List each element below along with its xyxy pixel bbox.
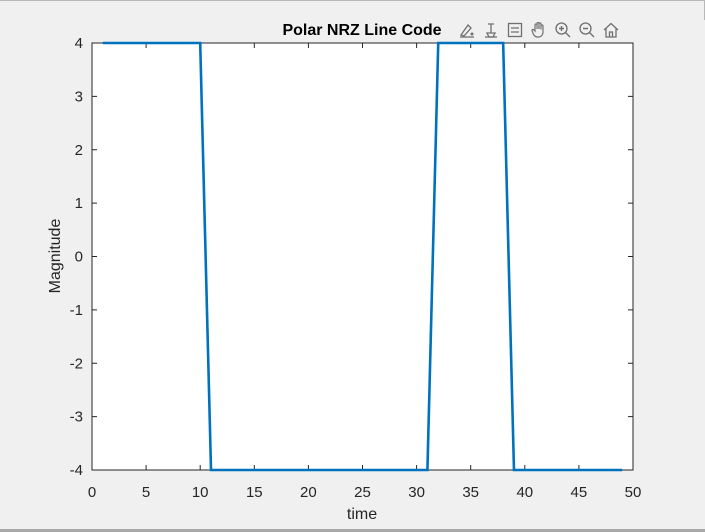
plot-area bbox=[91, 42, 634, 471]
x-tick-label-3: 15 bbox=[246, 484, 263, 501]
x-tick-label-0: 0 bbox=[88, 484, 96, 501]
y-tick-label-1: -3 bbox=[70, 409, 83, 426]
chart-title: Polar NRZ Line Code bbox=[282, 22, 441, 39]
window-top-border bbox=[0, 0, 705, 1]
y-tick-label-0: -4 bbox=[70, 462, 83, 479]
home-icon[interactable] bbox=[600, 18, 622, 42]
x-tick-label-2: 10 bbox=[192, 484, 209, 501]
x-axis-label: time bbox=[347, 506, 377, 523]
x-tick-label-1: 5 bbox=[142, 484, 150, 501]
y-tick-label-3: -1 bbox=[70, 302, 83, 319]
tick-labels-layer: 0 5 10 15 20 25 30 35 40 45 50 -4 -3 -2 -1 0 1 2 3 4 bbox=[70, 35, 642, 501]
x-tick-label-6: 30 bbox=[408, 484, 425, 501]
series-line-0 bbox=[102, 41, 623, 472]
zoom-in-icon[interactable] bbox=[552, 18, 574, 42]
axes-toolbar bbox=[456, 18, 622, 44]
x-tick-label-5: 25 bbox=[354, 484, 371, 501]
window-bottom-border bbox=[0, 529, 705, 532]
x-tick-label-4: 20 bbox=[300, 484, 317, 501]
x-tick-label-10: 50 bbox=[625, 484, 642, 501]
x-tick-label-9: 45 bbox=[571, 484, 588, 501]
series-layer bbox=[102, 41, 623, 472]
y-tick-label-7: 3 bbox=[75, 88, 83, 105]
y-axis-label: Magnitude bbox=[47, 219, 64, 294]
brush-icon[interactable] bbox=[456, 18, 478, 42]
x-tick-label-8: 40 bbox=[516, 484, 533, 501]
x-tick-label-7: 35 bbox=[462, 484, 479, 501]
data-tips-icon[interactable] bbox=[480, 18, 502, 42]
y-tick-label-2: -2 bbox=[70, 355, 83, 372]
zoom-out-icon[interactable] bbox=[576, 18, 598, 42]
y-tick-label-6: 2 bbox=[75, 142, 83, 159]
y-tick-label-8: 4 bbox=[75, 35, 83, 52]
y-tick-label-4: 0 bbox=[75, 249, 83, 266]
pan-icon[interactable] bbox=[528, 18, 550, 42]
legend-icon[interactable] bbox=[504, 18, 526, 42]
y-tick-label-5: 1 bbox=[75, 195, 83, 212]
